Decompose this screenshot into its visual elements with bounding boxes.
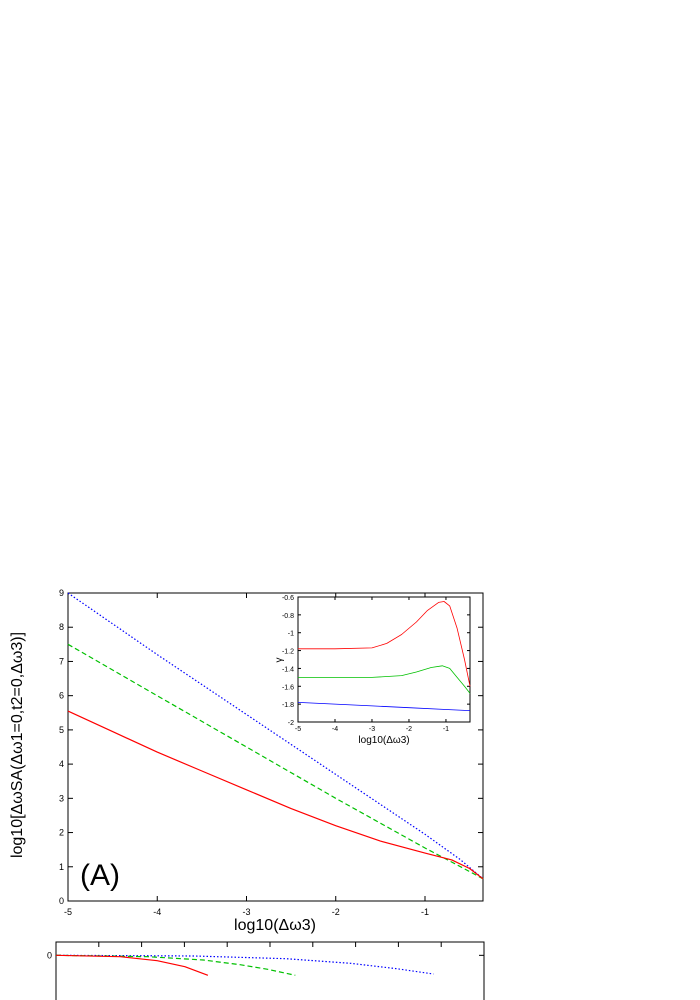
- main-y-tick-label: 8: [59, 622, 64, 632]
- inset-x-tick-label: -3: [369, 726, 375, 733]
- bottom-series-line-0: [55, 954, 434, 975]
- panel-label-a: (A): [80, 859, 120, 892]
- main-plot: -5 -4 -3 -2 -1 0 1 2 3 4 5 6 7 8 9 log10(Δω3) log10[Δω…: [9, 588, 484, 934]
- main-y-tick-label: 7: [59, 656, 64, 666]
- main-y-tick-label: 5: [59, 725, 64, 735]
- inset-x-tick-label: -4: [332, 726, 338, 733]
- bottom-series-line-1: [55, 954, 296, 976]
- main-y-tick-label: 1: [59, 862, 64, 872]
- inset-y-axis-label: γ: [274, 658, 285, 663]
- main-y-tick-label: 4: [59, 759, 64, 769]
- inset-y-tick-label: -1: [288, 631, 294, 638]
- inset-x-tick-label: -1: [443, 726, 449, 733]
- inset-y-tick-label: -1.8: [282, 702, 294, 709]
- inset-plot: -5 -4 -3 -2 -1 -2 -1.8 -1.6 -1.4 -1.2 -1 -0.8 -0.6 l…: [274, 595, 471, 746]
- main-x-tick-label: -5: [64, 907, 72, 917]
- inset-series-line-1: [298, 665, 471, 694]
- main-y-tick-label: 0: [59, 896, 64, 906]
- inset-y-tick-label: -0.8: [282, 613, 294, 620]
- main-series-line-2: [67, 710, 484, 880]
- inset-axis-ticks: -5 -4 -3 -2 -1 -2 -1.8 -1.6 -1.4 -1.2 -1 -0.8 -0.6: [282, 595, 470, 733]
- main-y-tick-label: 6: [59, 691, 64, 701]
- main-x-tick-label: -1: [421, 907, 429, 917]
- inset-plot-frame: [297, 596, 471, 723]
- bottom-y-tick-label: 0: [47, 950, 52, 960]
- inset-series-line-2: [297, 702, 470, 711]
- inset-x-tick-label: -5: [295, 726, 301, 733]
- main-x-tick-label: -3: [242, 907, 250, 917]
- bottom-axis-ticks: 0: [47, 942, 485, 960]
- inset-y-tick-label: -2: [288, 720, 294, 727]
- bottom-plot-frame: [55, 941, 485, 1000]
- main-y-axis-label: log10[ΔωSA(Δω1=0,t2=0,Δω3)]: [9, 632, 26, 858]
- bottom-series-group: [55, 954, 434, 976]
- main-x-tick-label: -2: [332, 907, 340, 917]
- main-series-group: [67, 592, 484, 880]
- inset-series-group: [297, 601, 471, 711]
- inset-y-tick-label: -1.6: [282, 684, 294, 691]
- main-x-tick-label: -4: [153, 907, 161, 917]
- bottom-plot: 0: [47, 941, 485, 1000]
- main-plot-frame: [67, 592, 484, 902]
- inset-y-tick-label: -0.6: [282, 595, 294, 602]
- inset-y-tick-label: -1.2: [282, 649, 294, 656]
- inset-series-line-0: [298, 601, 471, 687]
- main-y-tick-label: 2: [59, 828, 64, 838]
- bottom-series-line-2: [55, 954, 209, 976]
- main-x-axis-label: log10(Δω3): [234, 917, 316, 934]
- main-series-line-1: [67, 643, 484, 880]
- inset-x-axis-label: log10(Δω3): [358, 735, 409, 746]
- main-y-tick-label: 9: [59, 588, 64, 598]
- inset-y-tick-label: -1.4: [282, 666, 294, 673]
- main-series-line-0: [67, 592, 484, 880]
- inset-x-tick-label: -2: [406, 726, 412, 733]
- main-y-tick-label: 3: [59, 793, 64, 803]
